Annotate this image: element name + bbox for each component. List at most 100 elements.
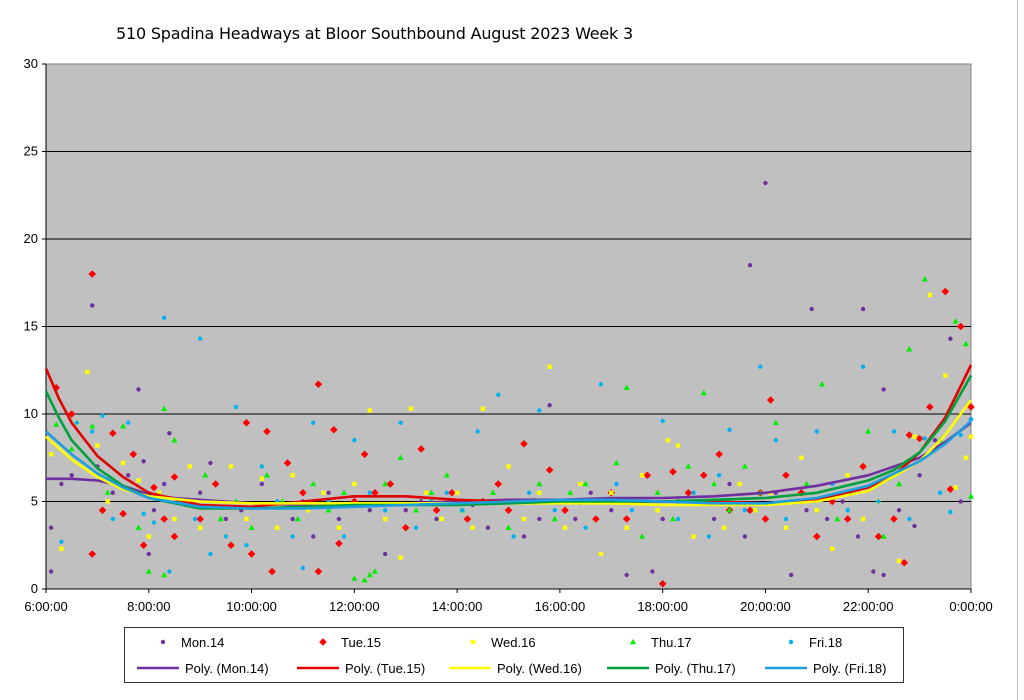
point-0-9 — [141, 459, 146, 464]
point-4-9 — [167, 569, 172, 574]
point-1-39 — [520, 439, 528, 448]
point-3-43 — [654, 489, 661, 495]
point-2-27 — [424, 490, 429, 495]
point-3-4 — [120, 423, 127, 429]
point-0-6 — [110, 490, 116, 495]
y-tick-label-10: 10 — [24, 406, 38, 421]
point-0-64 — [881, 387, 886, 392]
point-1-51 — [699, 471, 708, 480]
point-1-21 — [283, 459, 292, 467]
chart-title: 510 Spadina Headways at Bloor Southbound… — [116, 24, 633, 43]
point-3-5 — [135, 524, 142, 530]
point-1-70 — [941, 287, 950, 296]
point-4-63 — [922, 436, 927, 441]
point-4-17 — [259, 464, 265, 469]
point-2-57 — [860, 516, 866, 522]
point-3-19 — [325, 507, 332, 513]
legend-item-0: Mon.14 — [133, 632, 224, 652]
point-0-40 — [573, 516, 578, 522]
point-4-40 — [583, 525, 588, 530]
point-4-65 — [948, 509, 953, 515]
point-0-45 — [650, 569, 655, 574]
point-3-40 — [613, 459, 620, 466]
point-3-7 — [161, 405, 168, 411]
legend-symbol-6 — [297, 666, 339, 670]
point-2-36 — [547, 364, 552, 369]
point-4-15 — [233, 404, 239, 410]
legend-symbol-8 — [607, 666, 649, 670]
point-4-2 — [90, 429, 95, 434]
point-2-50 — [752, 508, 758, 513]
point-4-27 — [398, 420, 403, 425]
window-edge — [1017, 0, 1018, 700]
point-1-16 — [227, 541, 235, 550]
point-4-52 — [758, 364, 763, 369]
x-tick-label-5: 16:00:00 — [535, 599, 586, 614]
point-1-29 — [371, 488, 379, 497]
point-2-41 — [624, 525, 629, 530]
point-4-16 — [244, 543, 249, 548]
point-2-39 — [598, 551, 604, 557]
point-1-2 — [88, 270, 97, 278]
point-0-56 — [804, 508, 809, 513]
point-0-46 — [660, 516, 665, 522]
point-1-57 — [766, 396, 775, 404]
point-4-38 — [552, 508, 557, 513]
point-1-66 — [900, 558, 908, 567]
legend-label-3: Thu.17 — [651, 634, 692, 650]
point-3-28 — [428, 489, 435, 495]
point-4-19 — [290, 534, 295, 539]
legend-label-2: Wed.16 — [491, 634, 536, 650]
point-3-20 — [341, 489, 348, 495]
point-3-3 — [104, 489, 111, 495]
point-2-11 — [187, 464, 193, 469]
point-0-51 — [742, 534, 748, 539]
point-3-64 — [962, 340, 969, 347]
point-4-56 — [814, 429, 820, 434]
legend-item-8: Poly. (Thu.17) — [605, 658, 736, 678]
trend-line-6 — [44, 364, 973, 509]
point-4-11 — [192, 516, 198, 522]
point-0-3 — [69, 473, 74, 478]
point-1-4 — [98, 506, 107, 515]
point-3-61 — [921, 276, 928, 282]
point-4-60 — [876, 499, 881, 504]
point-1-23 — [314, 380, 323, 389]
point-1-20 — [268, 567, 276, 576]
point-2-54 — [814, 508, 820, 513]
point-2-45 — [675, 443, 681, 448]
point-1-37 — [494, 480, 503, 488]
x-tick-label-1: 8:00:00 — [127, 599, 170, 614]
point-3-21 — [351, 575, 358, 581]
legend-label-1: Tue.15 — [341, 634, 381, 650]
point-0-42 — [609, 508, 614, 513]
point-0-11 — [151, 508, 157, 513]
point-2-22 — [352, 481, 357, 487]
point-3-17 — [294, 515, 301, 522]
point-4-26 — [382, 508, 388, 513]
point-2-26 — [408, 406, 414, 411]
legend-symbol-1 — [319, 638, 327, 646]
point-1-62 — [843, 515, 852, 523]
point-0-0 — [48, 525, 54, 530]
point-1-72 — [956, 322, 965, 331]
point-0-34 — [485, 525, 491, 530]
point-3-53 — [803, 480, 810, 487]
point-4-31 — [460, 508, 465, 513]
point-2-7 — [136, 478, 141, 483]
point-2-16 — [259, 476, 265, 481]
y-tick-label-25: 25 — [24, 144, 38, 159]
point-4-23 — [341, 534, 347, 539]
point-1-50 — [684, 488, 693, 497]
point-1-3 — [88, 550, 97, 558]
point-0-63 — [881, 572, 886, 578]
point-2-52 — [783, 525, 789, 530]
point-2-10 — [172, 516, 177, 522]
x-tick-label-8: 22:00:00 — [843, 599, 894, 614]
point-2-3 — [84, 369, 90, 375]
x-tick-label-9: 0:00:00 — [949, 599, 992, 614]
point-1-17 — [242, 418, 251, 427]
legend-label-4: Fri.18 — [809, 634, 843, 650]
point-2-48 — [722, 525, 727, 530]
legend-symbol-5 — [137, 666, 179, 670]
